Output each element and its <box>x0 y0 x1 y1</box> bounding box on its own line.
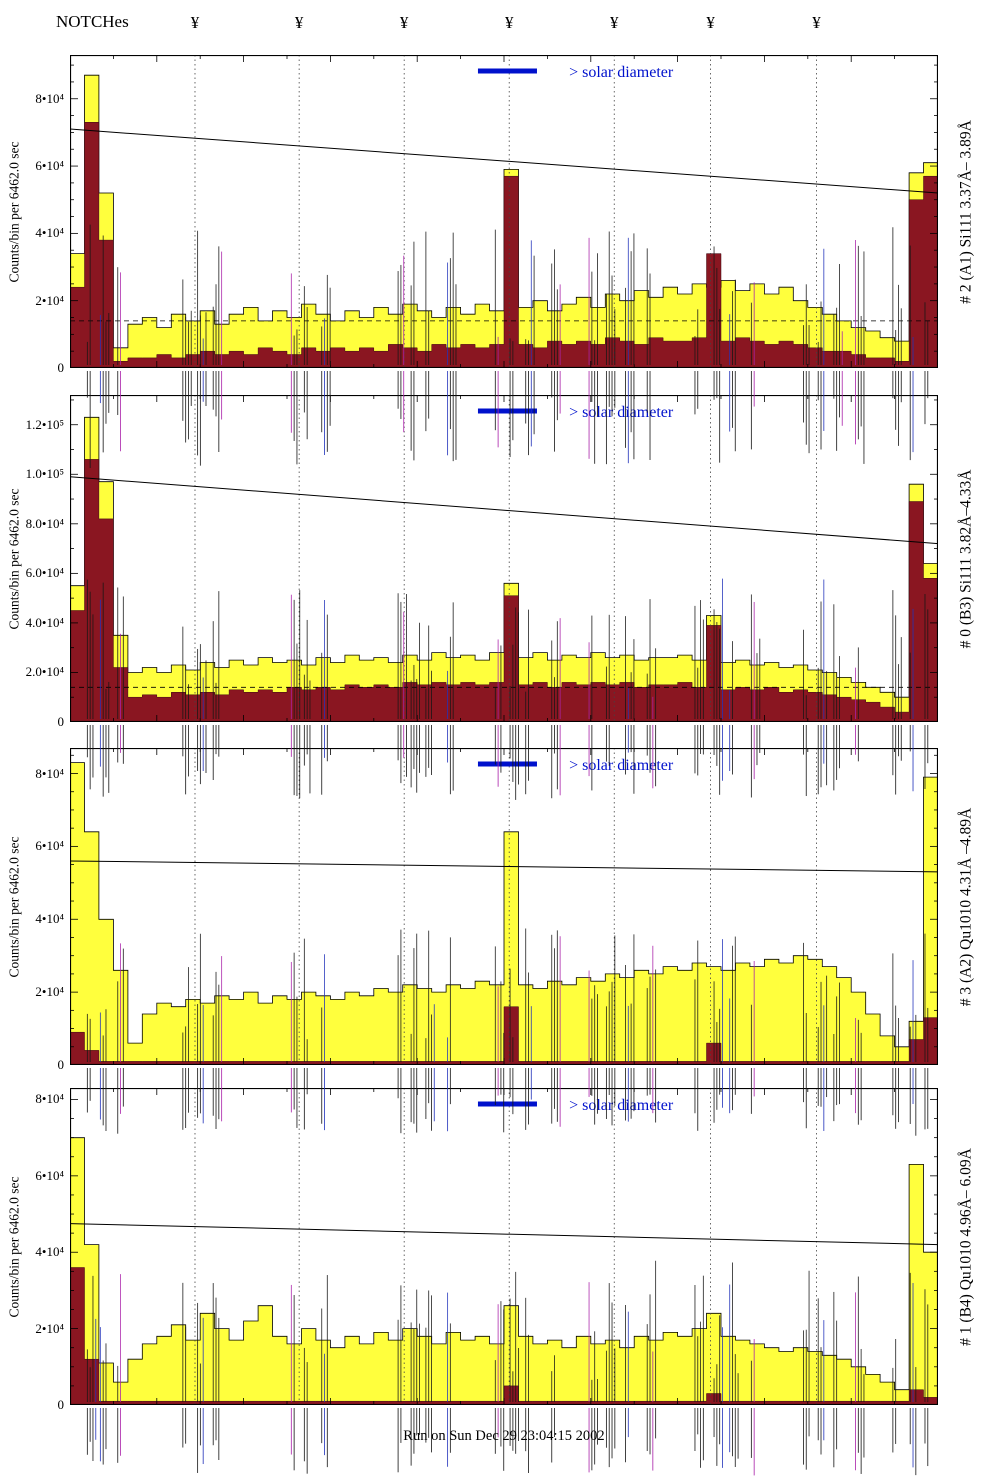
panel-1-ytick-label: 2•10⁴ <box>35 292 64 308</box>
panel-2-ytick-label: 2.0•10⁴ <box>25 664 64 680</box>
panel-2-ytick-label: 0 <box>57 714 65 729</box>
panel-4-ytick-label: 0 <box>57 1397 65 1412</box>
panel-3-right-label: # 3 (A2) Qu1010 4.31Å –4.89Å <box>957 807 974 1006</box>
panel-2-ytick-label: 6.0•10⁴ <box>25 565 64 581</box>
panel-2-ytick-label: 4.0•10⁴ <box>25 614 64 630</box>
panel-3-plot: > solar diameter <box>70 748 938 1065</box>
run-timestamp: Run on Sun Dec 29 23:04:15 2002 <box>403 1428 605 1444</box>
panel-1-ytick-label: 0 <box>57 360 65 375</box>
notch-marker-1: ¥ <box>190 13 200 32</box>
notch-marker-4: ¥ <box>504 13 514 32</box>
panel-4-ytick-label: 2•10⁴ <box>35 1320 64 1336</box>
panel-1-ytick-label: 4•10⁴ <box>35 225 64 241</box>
panel-4-ytick-label: 8•10⁴ <box>35 1091 64 1107</box>
notches-title: NOTCHes <box>56 12 129 31</box>
panel-3-ytick-label: 8•10⁴ <box>35 765 64 781</box>
notch-marker-3: ¥ <box>399 13 409 32</box>
solar-diameter-legend: > solar diameter <box>569 64 674 81</box>
panel-4-ytick-label: 6•10⁴ <box>35 1167 64 1183</box>
notch-marker-6: ¥ <box>706 13 715 32</box>
notch-marker-7: ¥ <box>812 13 821 32</box>
panel-2-right-label: # 0 (B3) Si111 3.82Å–4.33Å <box>957 469 974 648</box>
notch-marker-5: ¥ <box>609 13 619 32</box>
panel-4-ytick-label: 4•10⁴ <box>35 1244 64 1260</box>
panel-4-right-label: # 1 (B4) Qu1010 4.96Å– 6.09Å <box>957 1147 974 1346</box>
panel-3-ytick-label: 2•10⁴ <box>35 984 64 1000</box>
solar-diameter-legend: > solar diameter <box>569 404 674 421</box>
panel-2-ylabel: Counts/bin per 6462.0 sec <box>6 488 21 629</box>
panel-3-ylabel: Counts/bin per 6462.0 sec <box>6 836 21 977</box>
panel-2-ytick-label: 8.0•10⁴ <box>25 515 64 531</box>
panel-2-plot: > solar diameter <box>70 395 938 722</box>
panel-1-ytick-label: 6•10⁴ <box>35 158 64 174</box>
solar-diameter-legend: > solar diameter <box>569 1097 674 1114</box>
panel-2-ytick-label: 1.0•10⁵ <box>25 466 64 482</box>
panel-1-plot: > solar diameter <box>70 55 938 368</box>
panel-3-ytick-label: 0 <box>57 1057 65 1072</box>
panel-3-ytick-label: 4•10⁴ <box>35 911 64 927</box>
panel-4-plot: > solar diameter <box>70 1088 938 1405</box>
panel-1-ytick-label: 8•10⁴ <box>35 90 64 106</box>
notch-marker-2: ¥ <box>294 13 304 32</box>
panel-1-right-label: # 2 (A1) Si111 3.37Å– 3.89Å <box>957 119 974 304</box>
panel-4-ylabel: Counts/bin per 6462.0 sec <box>6 1176 21 1317</box>
panel-2-ytick-label: 1.2•10⁵ <box>25 416 64 432</box>
panel-3-ytick-label: 6•10⁴ <box>35 838 64 854</box>
panel-1-ylabel: Counts/bin per 6462.0 sec <box>6 141 21 282</box>
solar-diameter-legend: > solar diameter <box>569 757 674 774</box>
